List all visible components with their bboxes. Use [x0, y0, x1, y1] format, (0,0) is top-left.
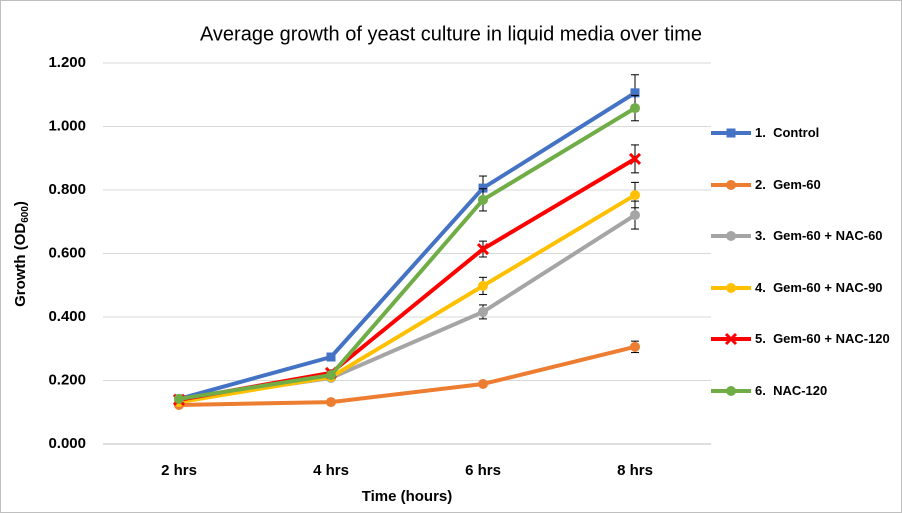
y-tick-label: 1.000 [48, 117, 86, 134]
series [174, 340, 640, 410]
legend-swatch [711, 282, 751, 293]
x-tick-label: 8 hrs [617, 462, 653, 479]
legend-swatch [711, 231, 751, 241]
marker [726, 282, 736, 293]
line [178, 91, 637, 401]
marker [724, 332, 738, 346]
legend-label: 5. Gem-60 + NAC-120 [755, 331, 890, 346]
y-tick-label: 0.600 [48, 244, 86, 261]
marker [726, 385, 736, 396]
line [178, 213, 637, 402]
legend-swatch [711, 128, 751, 138]
x-tick-label: 4 hrs [313, 462, 349, 479]
marker [478, 280, 488, 291]
x-tick-label: 6 hrs [465, 462, 501, 479]
marker [478, 378, 488, 389]
legend-label: 2. Gem-60 [755, 176, 821, 192]
x-tick-label: 2 hrs [161, 462, 197, 479]
series [174, 94, 640, 404]
legend-item: 6. NAC-120 [711, 382, 896, 400]
x-axis-title: Time (hours) [362, 488, 453, 505]
marker [630, 103, 640, 114]
series [174, 74, 640, 404]
y-axis-title-part: Growth (OD [12, 223, 29, 307]
legend-item: 1. Control [711, 124, 896, 142]
marker [628, 152, 642, 165]
legend-item: 4. Gem-60 + NAC-90 [711, 279, 896, 297]
y-tick-label: 0.800 [48, 181, 86, 198]
legend-swatch [711, 179, 751, 190]
y-axis-title-sub: 600 [20, 206, 31, 223]
legend-label: 1. Control [755, 125, 820, 140]
y-tick-label: 1.200 [48, 54, 86, 71]
marker [326, 397, 336, 408]
series [174, 181, 640, 408]
marker [174, 393, 184, 404]
legend-item: 2. Gem-60 [711, 176, 896, 194]
legend-item: 5. Gem-60 + NAC-120 [711, 330, 896, 348]
y-axis-title: Growth (OD600) [12, 201, 31, 307]
marker [630, 341, 640, 352]
legend-label: 6. NAC-120 [755, 382, 828, 398]
marker [726, 128, 736, 138]
marker [478, 306, 488, 317]
marker [478, 194, 488, 205]
marker [630, 88, 640, 98]
legend-label: 3. Gem-60 + NAC-60 [755, 228, 883, 243]
marker [726, 179, 736, 190]
marker [476, 242, 490, 256]
marker [630, 190, 640, 201]
y-tick-label: 0.400 [48, 308, 86, 325]
legend-swatch [711, 332, 751, 346]
y-axis-title-part: ) [12, 201, 29, 206]
marker [726, 231, 736, 241]
legend-swatch [711, 385, 751, 396]
legend-item: 3. Gem-60 + NAC-60 [711, 227, 896, 245]
marker [326, 370, 336, 381]
marker [478, 183, 488, 193]
y-tick-label: 0.200 [48, 371, 86, 388]
marker [326, 352, 336, 362]
line [178, 106, 637, 401]
chart-title: Average growth of yeast culture in liqui… [200, 23, 702, 45]
marker [630, 210, 640, 221]
line [178, 193, 637, 405]
y-tick-label: 0.000 [48, 435, 86, 452]
legend-label: 4. Gem-60 + NAC-90 [755, 279, 883, 295]
line [178, 344, 636, 407]
